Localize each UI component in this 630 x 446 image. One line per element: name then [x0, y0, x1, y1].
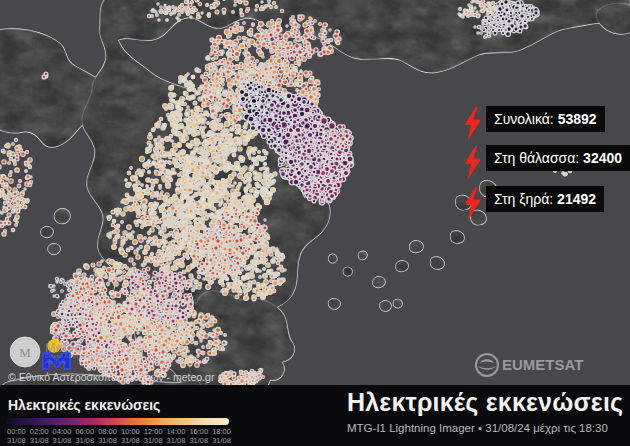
svg-text:EUMETSAT: EUMETSAT: [502, 356, 583, 373]
svg-text:Μ: Μ: [19, 345, 31, 360]
